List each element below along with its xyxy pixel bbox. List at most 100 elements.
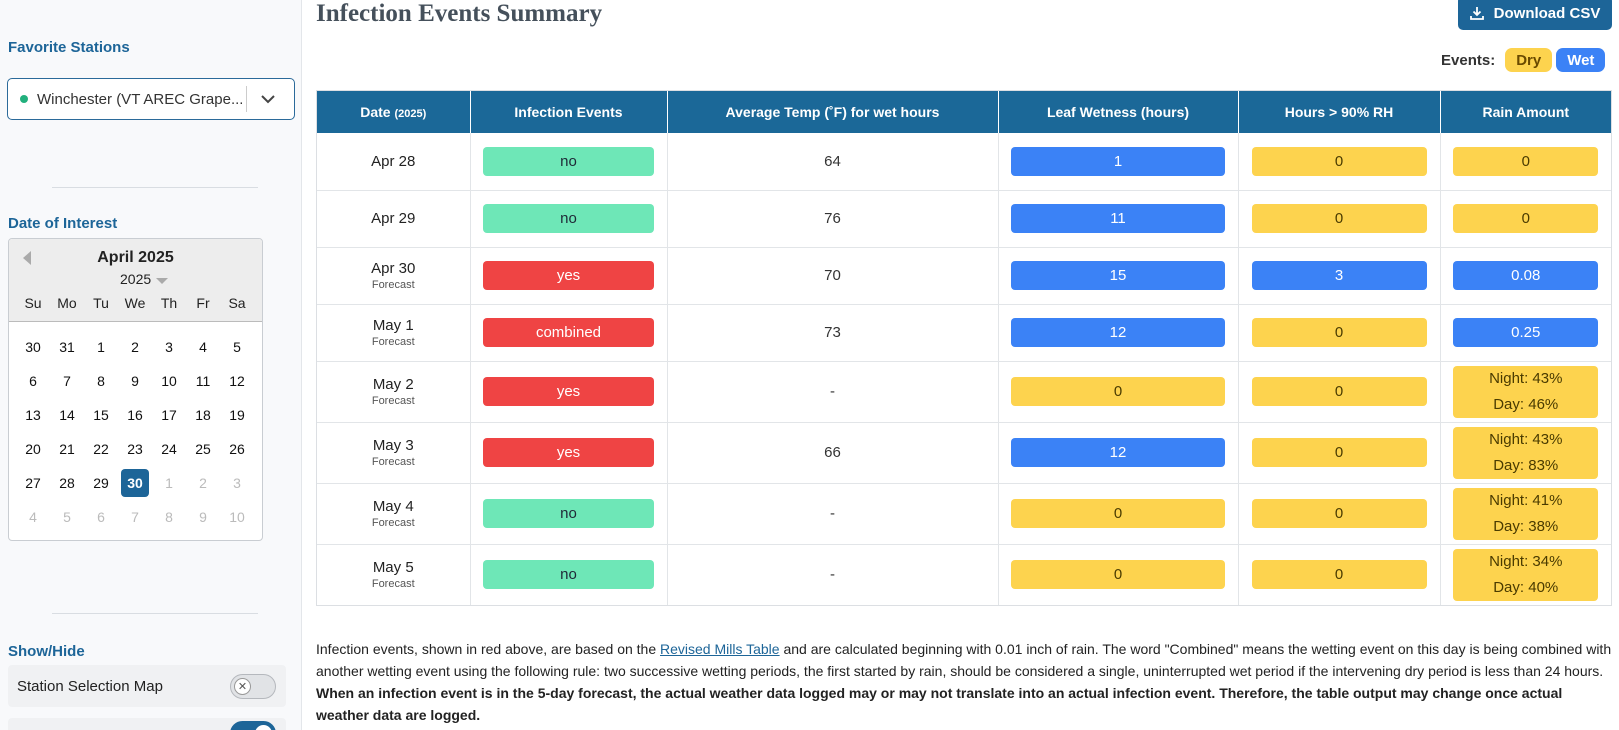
cell-rh: 0 xyxy=(1238,422,1441,484)
calendar-day-label: 30 xyxy=(121,469,149,497)
calendar-day-label: 16 xyxy=(127,407,143,423)
calendar-day-selected[interactable]: 30 xyxy=(118,466,152,500)
calendar-day[interactable]: 2 xyxy=(118,330,152,364)
calendar-day-label: 2 xyxy=(199,475,207,491)
calendar-day[interactable]: 16 xyxy=(118,398,152,432)
calendar-day-label: 21 xyxy=(59,441,75,457)
calendar-day[interactable]: 11 xyxy=(186,364,220,398)
calendar-day[interactable]: 18 xyxy=(186,398,220,432)
calendar-day[interactable]: 3 xyxy=(220,466,254,500)
calendar-day[interactable]: 31 xyxy=(50,330,84,364)
column-header-date-year: (2025) xyxy=(394,108,427,120)
calendar-day[interactable]: 9 xyxy=(186,500,220,534)
calendar-day[interactable]: 6 xyxy=(84,500,118,534)
rain-value: 0 xyxy=(1521,210,1530,227)
calendar-day[interactable]: 7 xyxy=(50,364,84,398)
calendar-day[interactable]: 12 xyxy=(220,364,254,398)
calendar-day-label: 7 xyxy=(131,509,139,525)
calendar-day-label: 28 xyxy=(59,475,75,491)
calendar-day[interactable]: 7 xyxy=(118,500,152,534)
infection-badge: yes xyxy=(483,438,654,467)
rain-value: Night: 43% xyxy=(1489,369,1563,387)
calendar-day[interactable]: 8 xyxy=(84,364,118,398)
rain-badge: 0 xyxy=(1453,146,1599,176)
calendar-day[interactable]: 5 xyxy=(50,500,84,534)
calendar-day[interactable]: 1 xyxy=(84,330,118,364)
calendar-day[interactable]: 23 xyxy=(118,432,152,466)
previous-month-icon[interactable] xyxy=(23,251,31,265)
calendar-day[interactable]: 4 xyxy=(16,500,50,534)
row-date: Apr 28 xyxy=(371,152,416,170)
table-row: May 3 Forecast yes 66 12 0 Night: 43% Day: 83… xyxy=(317,422,1611,484)
calendar-day-label: 5 xyxy=(63,509,71,525)
date-picker-calendar: April 2025 2025 Su Mo Tu We Th Fr Sa 30 31 1 2 3 4 5… xyxy=(8,238,263,541)
station-map-toggle[interactable]: ✕ xyxy=(230,673,276,699)
cell-infection: yes xyxy=(470,361,668,423)
calendar-day[interactable]: 3 xyxy=(152,330,186,364)
cell-rain: Night: 34% Day: 40% xyxy=(1440,544,1611,605)
year-dropdown-icon[interactable] xyxy=(156,278,168,284)
rain-value: 0 xyxy=(1521,152,1530,170)
calendar-day[interactable]: 13 xyxy=(16,398,50,432)
partial-toggle[interactable] xyxy=(230,720,276,730)
infection-events-table: Date (2025) Infection Events Average Tem… xyxy=(316,90,1612,606)
calendar-day[interactable]: 20 xyxy=(16,432,50,466)
rh-badge: 0 xyxy=(1251,318,1427,347)
calendar-day[interactable]: 25 xyxy=(186,432,220,466)
rain-value: 0.08 xyxy=(1511,267,1541,284)
calendar-day-label: 22 xyxy=(93,441,109,457)
column-header-avg-temp: Average Temp (˚F) for wet hours xyxy=(667,91,999,133)
calendar-day[interactable]: 26 xyxy=(220,432,254,466)
revised-mills-table-link[interactable]: Revised Mills Table xyxy=(660,641,780,657)
cell-rh: 0 xyxy=(1238,361,1441,423)
calendar-day-label: 25 xyxy=(195,441,211,457)
calendar-day[interactable]: 8 xyxy=(152,500,186,534)
calendar-day[interactable]: 27 xyxy=(16,466,50,500)
calendar-day-label: 29 xyxy=(93,475,109,491)
note-text-1: Infection events, shown in red above, ar… xyxy=(316,641,661,657)
toggle-label-station-map: Station Selection Map xyxy=(17,677,163,695)
column-header-rain: Rain Amount xyxy=(1440,91,1611,133)
calendar-day[interactable]: 4 xyxy=(186,330,220,364)
leaf-wetness-badge: 0 xyxy=(1011,499,1225,528)
calendar-day[interactable]: 19 xyxy=(220,398,254,432)
calendar-day-label: 5 xyxy=(233,339,241,355)
calendar-day[interactable]: 17 xyxy=(152,398,186,432)
calendar-day[interactable]: 6 xyxy=(16,364,50,398)
calendar-day[interactable]: 15 xyxy=(84,398,118,432)
calendar-day[interactable]: 10 xyxy=(152,364,186,398)
calendar-day[interactable]: 22 xyxy=(84,432,118,466)
calendar-day[interactable]: 5 xyxy=(220,330,254,364)
row-forecast-label: Forecast xyxy=(371,395,415,407)
cell-infection: no xyxy=(470,190,668,248)
calendar-day-label: 2 xyxy=(131,339,139,355)
calendar-day-label: 26 xyxy=(229,441,245,457)
cell-rh: 0 xyxy=(1238,483,1441,545)
calendar-day[interactable]: 1 xyxy=(152,466,186,500)
calendar-day[interactable]: 10 xyxy=(220,500,254,534)
table-row: May 2 Forecast yes -0 0 Night: 43% Day: 46% xyxy=(317,361,1611,423)
calendar-day[interactable]: 21 xyxy=(50,432,84,466)
cell-leaf-wetness: 12 xyxy=(998,422,1239,484)
download-csv-button[interactable]: Download CSV xyxy=(1458,0,1612,30)
chevron-down-icon[interactable] xyxy=(247,79,289,119)
cell-date: Apr 29 xyxy=(317,190,471,248)
cell-date: May 1 Forecast xyxy=(317,304,471,362)
cell-rain: 0.25 xyxy=(1440,304,1611,362)
calendar-day[interactable]: 24 xyxy=(152,432,186,466)
calendar-day[interactable]: 28 xyxy=(50,466,84,500)
station-select[interactable]: Winchester (VT AREC Grape... xyxy=(7,78,295,120)
calendar-day-label: 7 xyxy=(63,373,71,389)
calendar-day[interactable]: 2 xyxy=(186,466,220,500)
cell-rh: 0 xyxy=(1238,190,1441,248)
table-row: May 4 Forecast no -0 0 Night: 41% Day: 38% xyxy=(317,483,1611,545)
calendar-day[interactable]: 29 xyxy=(84,466,118,500)
calendar-day-label: 3 xyxy=(233,475,241,491)
table-row: Apr 30 Forecast yes 70 15 3 0.08 xyxy=(317,247,1611,305)
calendar-day[interactable]: 30 xyxy=(16,330,50,364)
calendar-day[interactable]: 9 xyxy=(118,364,152,398)
calendar-day-label: 17 xyxy=(161,407,177,423)
note-text-2: and are calculated beginning with 0.01 i… xyxy=(316,641,1612,679)
calendar-day[interactable]: 14 xyxy=(50,398,84,432)
calendar-year-select[interactable]: 2025 xyxy=(120,271,152,287)
